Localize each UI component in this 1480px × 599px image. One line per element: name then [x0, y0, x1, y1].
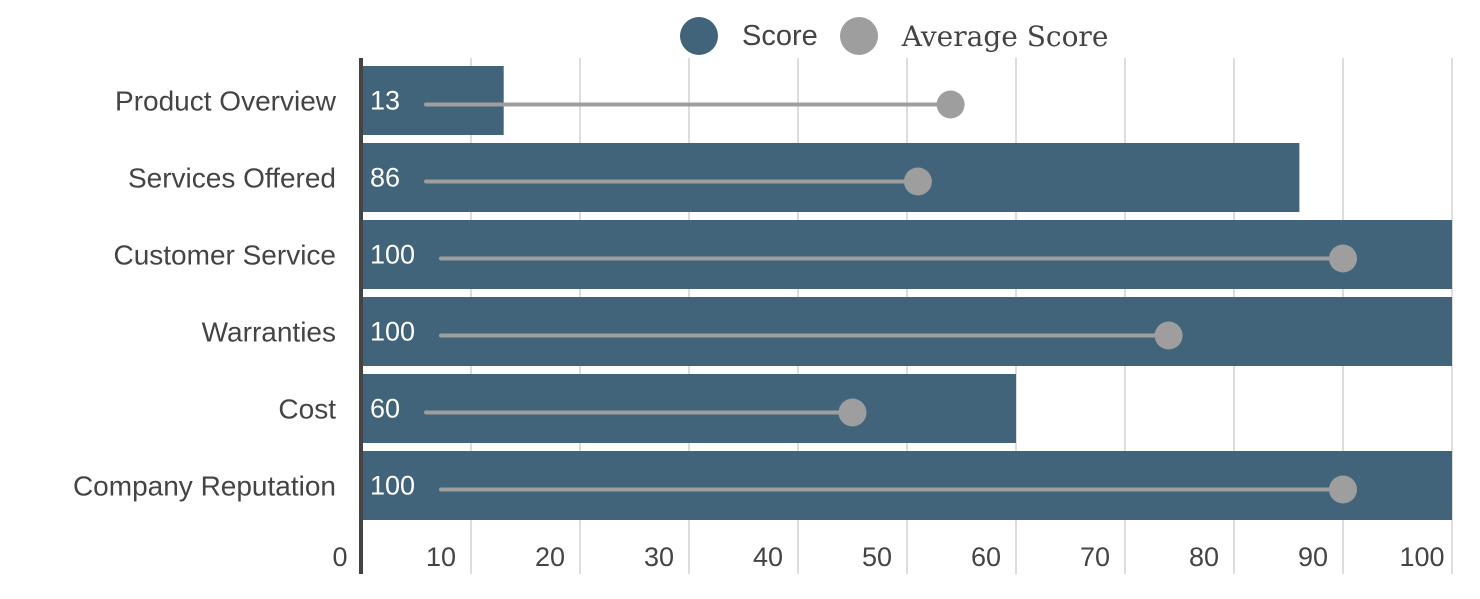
legend-item-score: Score — [680, 17, 818, 55]
x-tick-label: 60 — [971, 542, 1001, 572]
legend-label-score: Score — [742, 19, 818, 52]
score-bar — [362, 451, 1452, 520]
score-data-label: 86 — [370, 163, 400, 193]
y-category-label: Company Reputation — [73, 471, 336, 502]
score-bar — [362, 297, 1452, 366]
score-data-label: 100 — [370, 240, 415, 270]
y-category-label: Cost — [278, 394, 336, 425]
score-bar — [362, 220, 1452, 289]
score-data-label: 100 — [370, 471, 415, 501]
x-tick-label: 30 — [644, 542, 674, 572]
score-data-label: 13 — [370, 86, 400, 116]
average-point — [903, 167, 932, 196]
average-point — [838, 398, 867, 427]
legend-swatch-average — [839, 17, 878, 55]
y-category-label: Warranties — [202, 317, 336, 348]
score-bar — [362, 374, 1016, 443]
score-bar — [362, 143, 1300, 212]
score-data-label: 60 — [370, 394, 400, 424]
y-category-label: Product Overview — [115, 86, 337, 117]
y-category-label: Services Offered — [128, 163, 336, 194]
x-tick-label: 50 — [862, 542, 892, 572]
average-point — [1329, 244, 1357, 273]
x-tick-label: 20 — [535, 542, 565, 572]
legend-label-average: Average Score — [901, 19, 1109, 53]
legend-swatch-score — [680, 17, 718, 55]
average-point — [936, 90, 965, 119]
x-tick-label: 40 — [753, 542, 783, 572]
x-tick-label: 90 — [1298, 542, 1328, 572]
chart-legend: Score Average Score — [680, 14, 1130, 58]
x-tick-label: 10 — [426, 542, 456, 572]
legend-item-average: Average Score — [839, 17, 1109, 55]
x-tick-label: 80 — [1189, 542, 1219, 572]
y-category-label: Customer Service — [113, 240, 336, 271]
score-data-label: 100 — [370, 317, 415, 347]
score-bar — [362, 66, 504, 135]
x-tick-label: 0 — [332, 542, 347, 572]
x-tick-label: 70 — [1080, 542, 1110, 572]
average-point — [1154, 321, 1183, 350]
x-tick-label: 100 — [1399, 542, 1444, 572]
average-point — [1329, 475, 1357, 504]
